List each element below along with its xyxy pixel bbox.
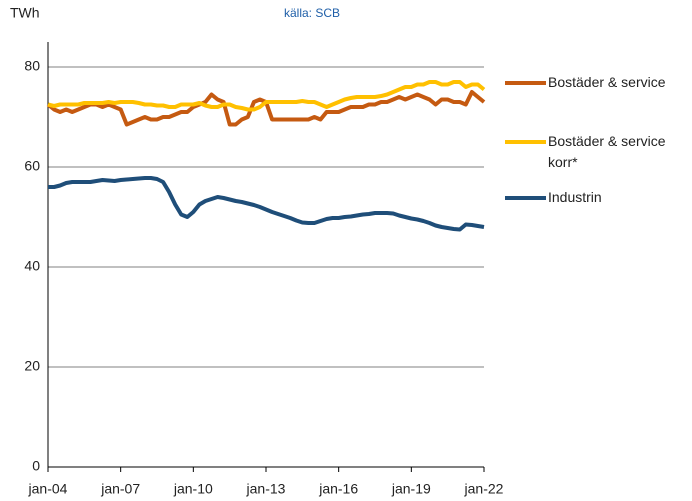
series-line xyxy=(48,176,485,232)
x-tick-label: jan-07 xyxy=(100,481,140,497)
x-tick-label: jan-16 xyxy=(318,481,358,497)
y-tick-label: 80 xyxy=(24,58,40,74)
x-tick-label: jan-13 xyxy=(246,481,286,497)
legend-label: Bostäder & service korr* xyxy=(548,133,666,170)
y-tick-label: 0 xyxy=(32,458,40,474)
legend-label: Bostäder & service xyxy=(548,74,666,90)
y-tick-label: 60 xyxy=(24,158,40,174)
y-axis-label: TWh xyxy=(10,5,40,21)
x-tick-label: jan-04 xyxy=(28,481,68,497)
series-line xyxy=(47,80,486,112)
x-tick-label: jan-10 xyxy=(173,481,213,497)
x-tick-label: jan-22 xyxy=(464,481,504,497)
y-tick-label: 20 xyxy=(24,358,40,374)
y-tick-label: 40 xyxy=(24,258,40,274)
x-tick-label: jan-19 xyxy=(391,481,431,497)
subtitle: källa: SCB xyxy=(284,6,340,20)
series-line xyxy=(46,90,486,127)
legend-label: Industrin xyxy=(548,189,602,205)
